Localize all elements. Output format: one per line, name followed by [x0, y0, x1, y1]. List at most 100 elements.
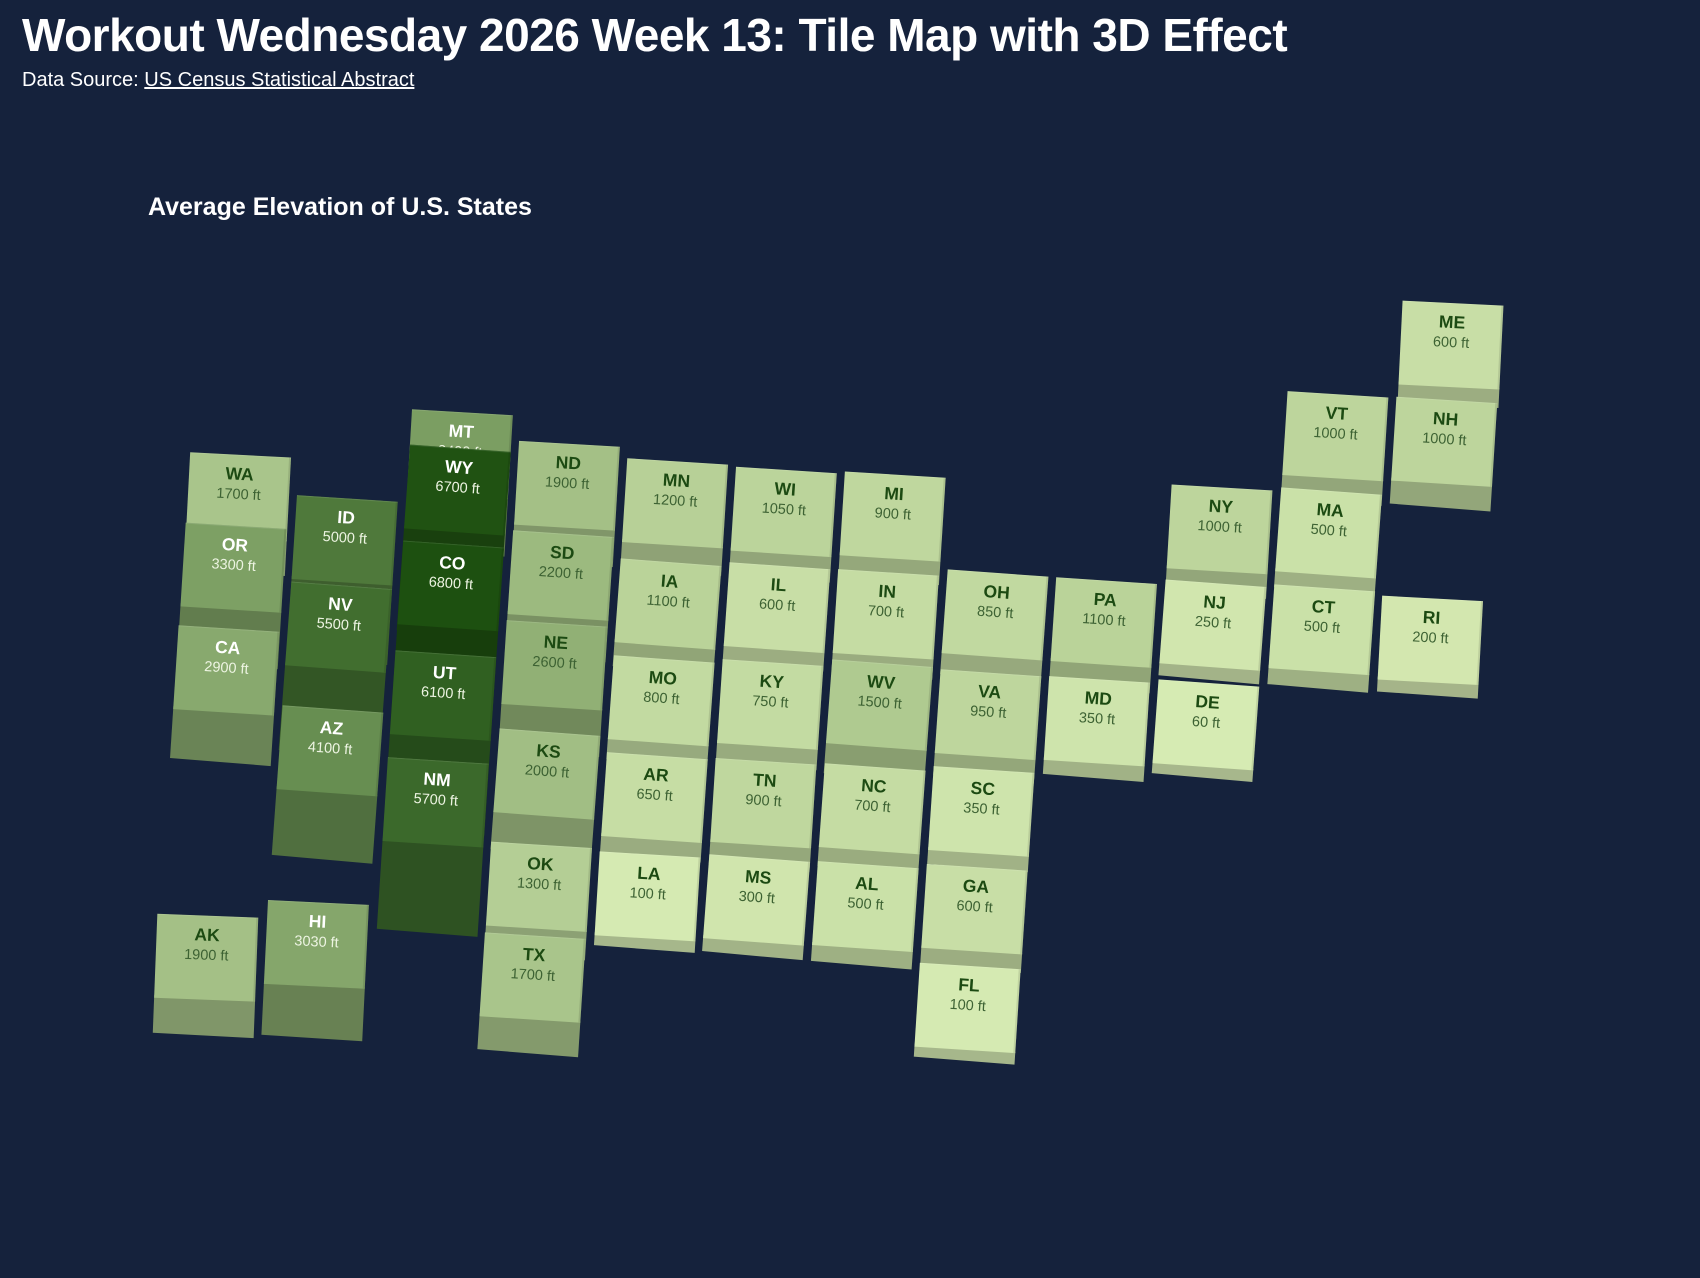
state-value-label: 1700 ft: [510, 966, 556, 986]
state-value-label: 600 ft: [1432, 334, 1470, 353]
state-tile-ms[interactable]: MS 300 ft: [702, 854, 811, 961]
state-value-label: 750 ft: [751, 693, 789, 712]
state-tile-ia[interactable]: IA 1100 ft: [612, 558, 722, 676]
state-value-label: 1100 ft: [1081, 611, 1127, 631]
state-abbr-label: RI: [1422, 606, 1441, 628]
state-tile-oh[interactable]: OH 850 ft: [940, 569, 1049, 683]
state-abbr-label: DE: [1194, 691, 1221, 713]
state-tile-ky[interactable]: KY 750 ft: [715, 659, 824, 771]
state-value-label: 1500 ft: [856, 693, 903, 713]
state-tile-al[interactable]: AL 500 ft: [810, 861, 919, 970]
state-value-label: 350 ft: [962, 800, 1001, 819]
state-tile-nm[interactable]: NM 5700 ft: [376, 757, 489, 937]
state-tile-ar[interactable]: AR 650 ft: [599, 752, 708, 863]
state-abbr-label: NC: [860, 774, 888, 797]
tile-face: CT 500 ft: [1268, 584, 1376, 676]
state-tile-ct[interactable]: CT 500 ft: [1267, 584, 1376, 693]
state-value-label: 850 ft: [976, 603, 1014, 623]
state-tile-il[interactable]: IL 600 ft: [722, 562, 831, 672]
state-tile-nv[interactable]: NV 5500 ft: [278, 581, 393, 760]
state-value-label: 1100 ft: [645, 592, 691, 612]
state-tile-md[interactable]: MD 350 ft: [1042, 676, 1150, 782]
state-value-label: 1700 ft: [215, 485, 262, 505]
state-tile-nd[interactable]: ND 1900 ft: [512, 440, 620, 568]
tile-face: KY 750 ft: [717, 659, 824, 750]
state-tile-tn[interactable]: TN 900 ft: [708, 758, 817, 872]
state-abbr-label: ND: [555, 452, 582, 474]
state-value-label: 5700 ft: [413, 791, 459, 810]
state-value-label: 350 ft: [1078, 710, 1116, 729]
state-tile-az[interactable]: AZ 4100 ft: [271, 705, 384, 864]
state-tile-id[interactable]: ID 5000 ft: [286, 495, 398, 665]
state-value-label: 2600 ft: [531, 654, 578, 673]
state-abbr-label: WV: [866, 671, 896, 694]
state-tile-ak[interactable]: AK 1900 ft: [152, 913, 259, 1039]
state-tile-hi[interactable]: HI 3030 ft: [261, 899, 369, 1042]
state-tile-fl[interactable]: FL 100 ft: [913, 962, 1021, 1065]
state-abbr-label: AK: [194, 924, 221, 946]
state-value-label: 1900 ft: [183, 946, 229, 965]
state-tile-mo[interactable]: MO 800 ft: [606, 655, 715, 768]
page-title: Workout Wednesday 2026 Week 13: Tile Map…: [22, 9, 1288, 61]
state-tile-wy[interactable]: WY 6700 ft: [396, 444, 511, 639]
tile-face: NM 5700 ft: [382, 757, 489, 848]
state-tile-sc[interactable]: SC 350 ft: [927, 766, 1035, 873]
tile-face: WY 6700 ft: [404, 444, 511, 536]
state-tile-wv[interactable]: WV 1500 ft: [823, 659, 933, 783]
state-abbr-label: CT: [1311, 596, 1336, 618]
state-tile-ca[interactable]: CA 2900 ft: [170, 625, 280, 767]
state-abbr-label: TN: [752, 769, 778, 791]
state-tile-nj[interactable]: NJ 250 ft: [1158, 579, 1267, 685]
state-tile-la[interactable]: LA 100 ft: [593, 851, 701, 953]
tile-face: NH 1000 ft: [1391, 396, 1498, 487]
state-tile-sd[interactable]: SD 2200 ft: [504, 530, 614, 663]
tile-face: VA 950 ft: [934, 669, 1042, 761]
state-tile-ks[interactable]: KS 2000 ft: [490, 728, 601, 859]
tile-extrusion: [376, 837, 484, 937]
state-tile-mn[interactable]: MN 1200 ft: [620, 458, 729, 576]
tile-face: UT 6100 ft: [389, 650, 497, 741]
state-value-label: 1300 ft: [516, 875, 562, 895]
data-source-link[interactable]: US Census Statistical Abstract: [144, 69, 415, 91]
state-tile-ny[interactable]: NY 1000 ft: [1165, 484, 1273, 599]
state-tile-mi[interactable]: MI 900 ft: [838, 471, 946, 586]
tile-face: MN 1200 ft: [621, 458, 729, 549]
state-abbr-label: MO: [648, 666, 678, 689]
state-tile-or[interactable]: OR 3300 ft: [176, 522, 287, 670]
tile-face: NC 700 ft: [818, 763, 926, 855]
state-tile-in[interactable]: IN 700 ft: [831, 569, 939, 681]
tile-face: IA 1100 ft: [614, 558, 722, 650]
state-abbr-label: ME: [1438, 311, 1466, 333]
state-tile-me[interactable]: ME 600 ft: [1397, 300, 1504, 409]
state-tile-ut[interactable]: UT 6100 ft: [383, 650, 497, 837]
state-tile-nc[interactable]: NC 700 ft: [817, 763, 926, 875]
state-tile-ma[interactable]: MA 500 ft: [1273, 487, 1382, 597]
state-abbr-label: WA: [225, 463, 255, 485]
page-root: { "header": { "title": "Workout Wednesda…: [22, 9, 1504, 1065]
state-value-label: 60 ft: [1191, 714, 1221, 733]
state-tile-vt[interactable]: VT 1000 ft: [1280, 391, 1389, 506]
state-tile-ne[interactable]: NE 2600 ft: [498, 620, 608, 757]
state-tile-ri[interactable]: RI 200 ft: [1376, 595, 1484, 699]
state-tile-ok[interactable]: OK 1300 ft: [484, 841, 592, 961]
state-tile-ga[interactable]: GA 600 ft: [920, 863, 1028, 973]
state-tile-va[interactable]: VA 950 ft: [933, 669, 1042, 784]
state-tile-co[interactable]: CO 6800 ft: [390, 540, 505, 736]
tile-face: TX 1700 ft: [479, 932, 586, 1023]
state-value-label: 250 ft: [1194, 613, 1232, 633]
tile-extrusion: [261, 980, 365, 1042]
tile-face: LA 100 ft: [594, 851, 701, 942]
state-tile-pa[interactable]: PA 1100 ft: [1048, 577, 1157, 694]
tile-face: ID 5000 ft: [291, 495, 398, 586]
state-tile-tx[interactable]: TX 1700 ft: [477, 932, 586, 1058]
tile-face: FL 100 ft: [914, 962, 1021, 1054]
state-tile-de[interactable]: DE 60 ft: [1151, 679, 1260, 782]
state-abbr-label: OH: [982, 581, 1011, 603]
state-value-label: 1900 ft: [544, 474, 590, 494]
state-abbr-label: IA: [660, 570, 680, 592]
chart-title: Average Elevation of U.S. States: [148, 193, 532, 221]
state-tile-wi[interactable]: WI 1050 ft: [729, 466, 837, 583]
tile-face: AL 500 ft: [812, 861, 919, 952]
state-tile-nh[interactable]: NH 1000 ft: [1389, 396, 1498, 512]
state-abbr-label: WY: [444, 456, 474, 479]
